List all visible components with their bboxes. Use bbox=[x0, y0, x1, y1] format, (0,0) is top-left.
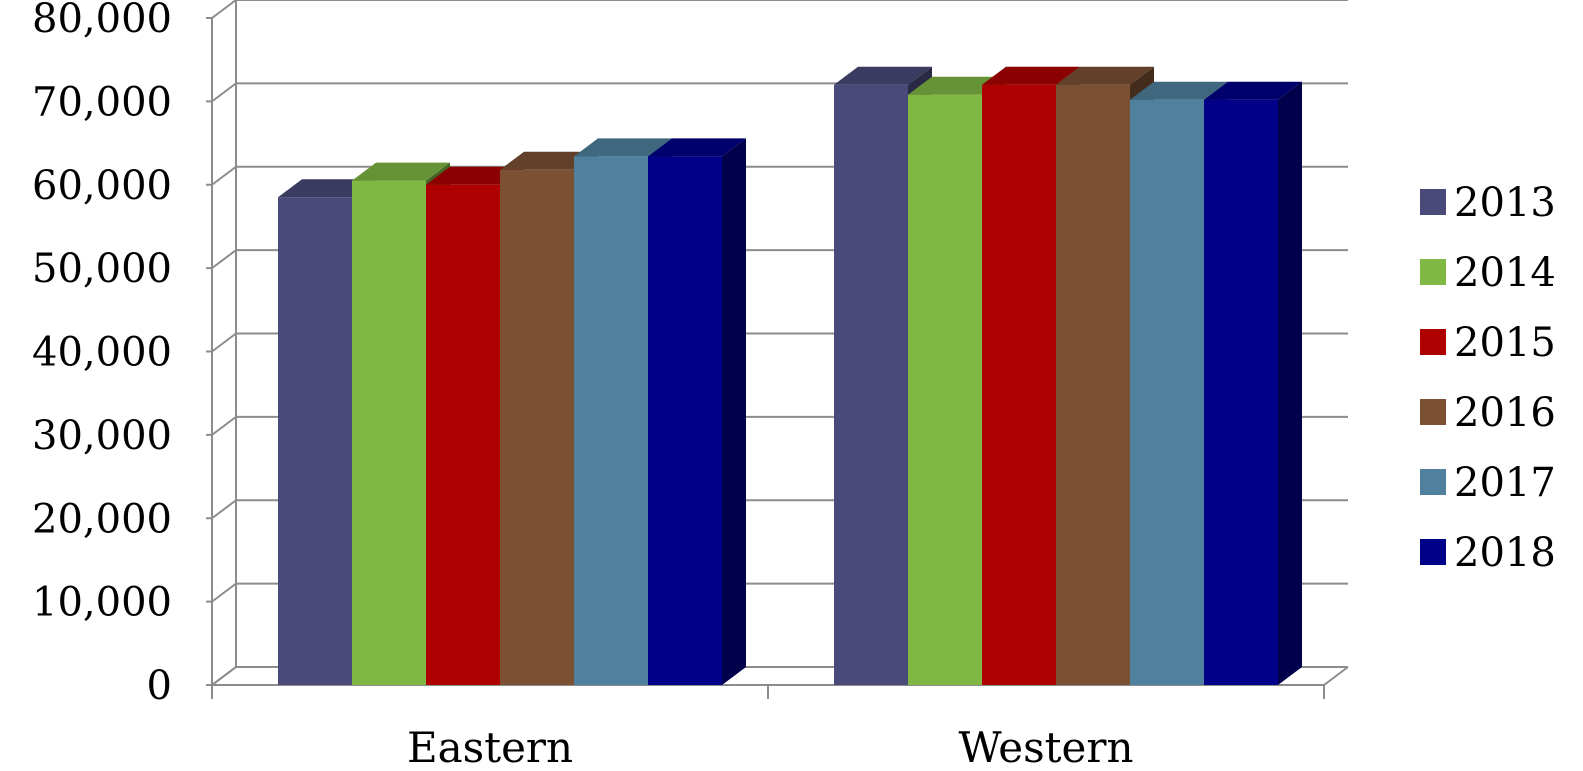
bar-front bbox=[426, 184, 500, 685]
side-gridline bbox=[211, 582, 237, 603]
bar-front bbox=[574, 156, 648, 686]
legend-item: 2014 bbox=[1420, 250, 1556, 296]
legend-item: 2013 bbox=[1420, 180, 1556, 226]
x-category-label: Eastern bbox=[407, 723, 573, 771]
legend-label: 2017 bbox=[1454, 460, 1556, 506]
bar-top bbox=[352, 162, 450, 181]
legend-swatch bbox=[1420, 259, 1446, 285]
legend-swatch bbox=[1420, 399, 1446, 425]
y-tick-label: 10,000 bbox=[32, 580, 172, 626]
side-gridline bbox=[211, 82, 237, 103]
bar-side bbox=[722, 138, 746, 686]
bar-side bbox=[1278, 81, 1302, 685]
x-category-label: Western bbox=[958, 723, 1133, 771]
bar-top bbox=[908, 76, 1006, 95]
legend-item: 2016 bbox=[1420, 390, 1556, 436]
bar-top bbox=[982, 66, 1080, 85]
legend-label: 2015 bbox=[1454, 320, 1556, 366]
legend: 2013 2014 2015 2016 2017 2018 bbox=[1420, 180, 1556, 576]
y-tick-label: 80,000 bbox=[32, 0, 172, 42]
bar-top bbox=[834, 66, 932, 85]
y-axis-depth bbox=[211, 666, 237, 686]
side-gridline bbox=[211, 165, 237, 186]
legend-item: 2015 bbox=[1420, 320, 1556, 366]
bars bbox=[278, 66, 1302, 686]
legend-swatch bbox=[1420, 539, 1446, 565]
y-tick-label: 0 bbox=[147, 663, 172, 709]
side-gridline bbox=[211, 249, 237, 269]
legend-label: 2018 bbox=[1454, 530, 1556, 576]
side-gridline bbox=[211, 332, 237, 353]
legend-label: 2014 bbox=[1454, 250, 1556, 296]
y-tick-label: 20,000 bbox=[32, 496, 172, 542]
legend-item: 2017 bbox=[1420, 460, 1556, 506]
side-gridline bbox=[211, 0, 237, 19]
legend-swatch bbox=[1420, 469, 1446, 495]
bar-front bbox=[352, 180, 426, 686]
bar bbox=[1204, 81, 1302, 685]
legend-swatch bbox=[1420, 189, 1446, 215]
y-tick-label: 60,000 bbox=[32, 163, 172, 209]
legend-item: 2018 bbox=[1420, 530, 1556, 576]
bar bbox=[648, 138, 746, 686]
bar-top bbox=[1130, 81, 1228, 100]
y-tick-label: 30,000 bbox=[32, 413, 172, 459]
bar-front bbox=[1130, 99, 1204, 685]
bar-top bbox=[278, 179, 376, 198]
y-axis-tick-labels: 0 10,000 20,000 30,000 40,000 50,000 60,000 70,… bbox=[32, 0, 172, 709]
side-gridline bbox=[211, 416, 237, 436]
bar-top bbox=[1056, 66, 1154, 85]
x-axis-depth bbox=[1323, 666, 1349, 686]
bar-top bbox=[500, 151, 598, 170]
bar-top bbox=[1204, 81, 1302, 100]
y-tick-label: 50,000 bbox=[32, 246, 172, 292]
y-tick-label: 40,000 bbox=[32, 330, 172, 376]
bar-front bbox=[834, 84, 908, 685]
bar-top bbox=[426, 166, 524, 185]
x-axis-category-labels: Eastern Western bbox=[407, 723, 1134, 771]
bar-top bbox=[648, 138, 746, 157]
bar-front bbox=[278, 197, 352, 685]
bar-front bbox=[908, 94, 982, 685]
bar-front bbox=[648, 156, 722, 686]
legend-label: 2016 bbox=[1454, 390, 1556, 436]
bar-front bbox=[1204, 99, 1278, 685]
legend-swatch bbox=[1420, 329, 1446, 355]
bar-top bbox=[574, 138, 672, 157]
y-tick-label: 70,000 bbox=[32, 79, 172, 125]
side-gridline bbox=[211, 499, 237, 520]
bar-front bbox=[500, 169, 574, 685]
bar-front bbox=[982, 84, 1056, 685]
bar-front bbox=[1056, 84, 1130, 685]
legend-label: 2013 bbox=[1454, 180, 1556, 226]
